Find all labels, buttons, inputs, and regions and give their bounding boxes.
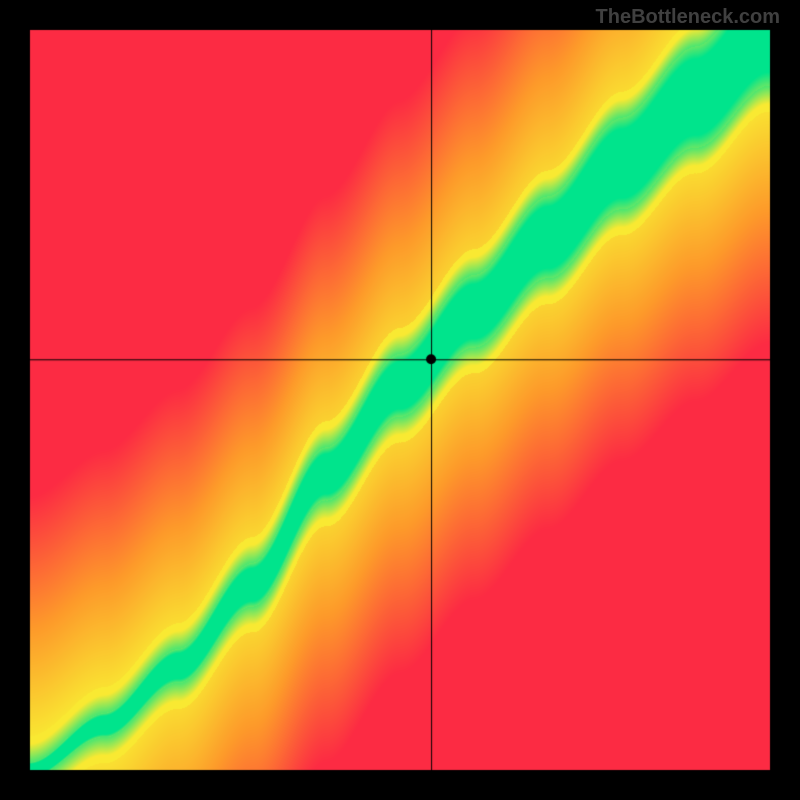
chart-container: TheBottleneck.com (0, 0, 800, 800)
watermark-text: TheBottleneck.com (596, 6, 780, 29)
bottleneck-heatmap (0, 0, 800, 800)
